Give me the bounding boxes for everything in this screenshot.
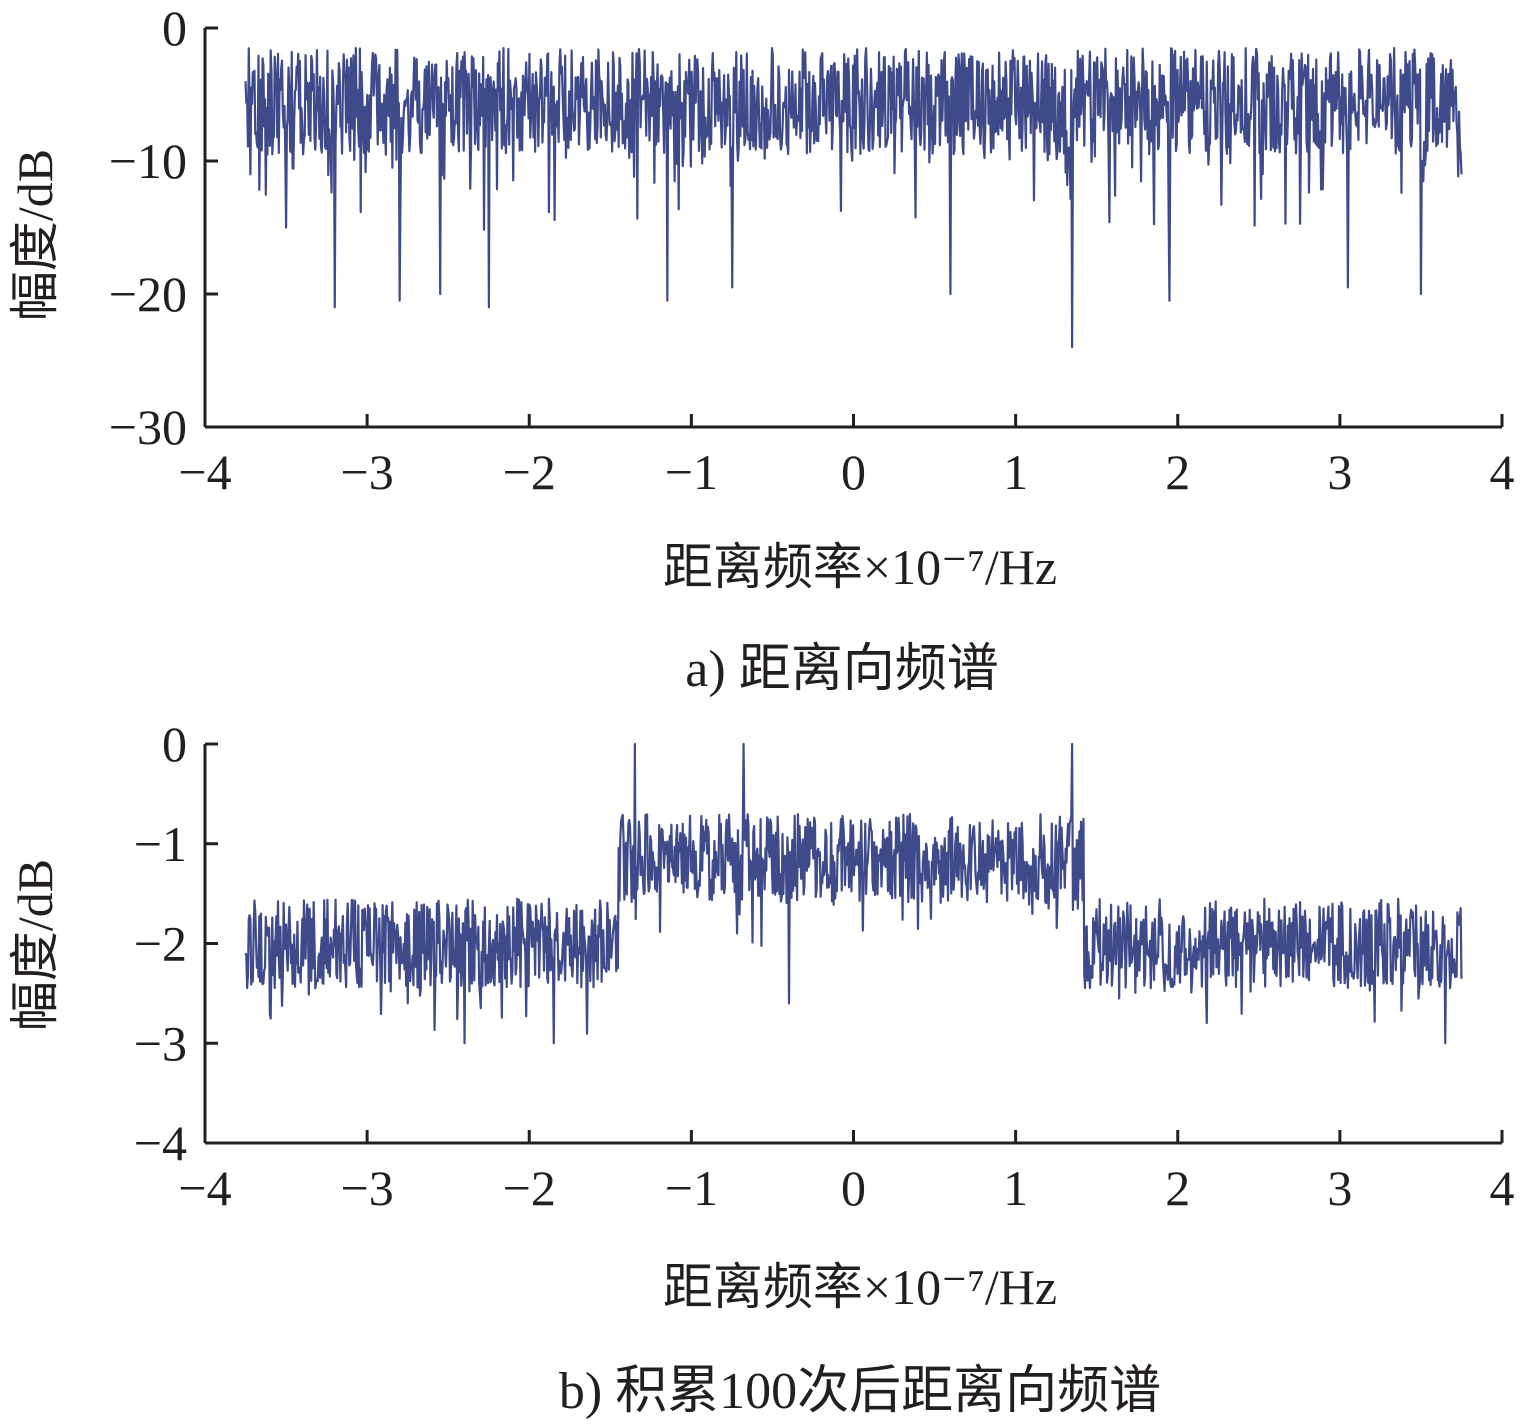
spectrum-line-a bbox=[244, 46, 1463, 349]
x-tick-label-b: 4 bbox=[1490, 1160, 1515, 1216]
spectrum-line-b bbox=[244, 742, 1463, 1045]
x-tick-label-a: 4 bbox=[1490, 444, 1515, 500]
x-tick-label-a: 2 bbox=[1165, 444, 1190, 500]
x-axis-label-b: 距离频率×10⁻⁷/Hz bbox=[663, 1259, 1057, 1315]
x-tick-label-a: −1 bbox=[665, 444, 718, 500]
x-axis-label-a: 距离频率×10⁻⁷/Hz bbox=[663, 539, 1057, 595]
x-tick-label-a: −4 bbox=[178, 444, 231, 500]
y-tick-label-a: −10 bbox=[109, 133, 187, 189]
x-tick-label-b: −4 bbox=[178, 1160, 231, 1216]
axes-a: −4 −3 −2 −1 0 1 2 3 40−10−20−30 bbox=[109, 0, 1515, 500]
caption-a: a) 距离向频谱 bbox=[685, 641, 998, 698]
caption-b: b) 积累100次后距离向频谱 bbox=[559, 1363, 1161, 1420]
x-tick-label-a: 1 bbox=[1003, 444, 1028, 500]
x-tick-label-b: 0 bbox=[841, 1160, 866, 1216]
y-tick-label-a: −20 bbox=[109, 266, 187, 322]
y-tick-label-b: −3 bbox=[134, 1015, 187, 1071]
series-b bbox=[244, 742, 1463, 1045]
x-tick-label-a: 0 bbox=[841, 444, 866, 500]
x-tick-label-b: 2 bbox=[1165, 1160, 1190, 1216]
y-tick-label-b: 0 bbox=[162, 716, 187, 772]
x-tick-label-a: −2 bbox=[503, 444, 556, 500]
y-tick-label-a: 0 bbox=[162, 0, 187, 56]
x-tick-label-a: −3 bbox=[341, 444, 394, 500]
x-tick-label-a: 3 bbox=[1327, 444, 1352, 500]
y-tick-label-b: −4 bbox=[134, 1115, 187, 1171]
y-axis-label-a: 幅度/dB bbox=[7, 149, 63, 321]
series-a bbox=[244, 46, 1463, 349]
x-tick-label-b: 3 bbox=[1327, 1160, 1352, 1216]
x-tick-label-b: 1 bbox=[1003, 1160, 1028, 1216]
chart-panel-b: 幅度/dB −4 −3 −2 −1 0 1 2 3 4 0 −1 −2 −3 −4 距离频率×10⁻⁷/H… bbox=[7, 716, 1515, 1420]
x-tick-label-b: −1 bbox=[665, 1160, 718, 1216]
y-tick-label-a: −30 bbox=[109, 399, 187, 455]
axes-b: −4 −3 −2 −1 0 1 2 3 4 0 −1 −2 −3 −4 bbox=[134, 716, 1515, 1216]
x-tick-label-b: −3 bbox=[341, 1160, 394, 1216]
y-tick-label-b: −2 bbox=[134, 916, 187, 972]
y-axis-label-b: 幅度/dB bbox=[7, 859, 63, 1031]
y-tick-label-b: −1 bbox=[134, 816, 187, 872]
chart-panel-a: 幅度/dB −4 −3 −2 −1 0 1 2 3 40−10−20−30 距离频率×10⁻⁷/… bbox=[7, 0, 1515, 698]
x-tick-label-b: −2 bbox=[503, 1160, 556, 1216]
